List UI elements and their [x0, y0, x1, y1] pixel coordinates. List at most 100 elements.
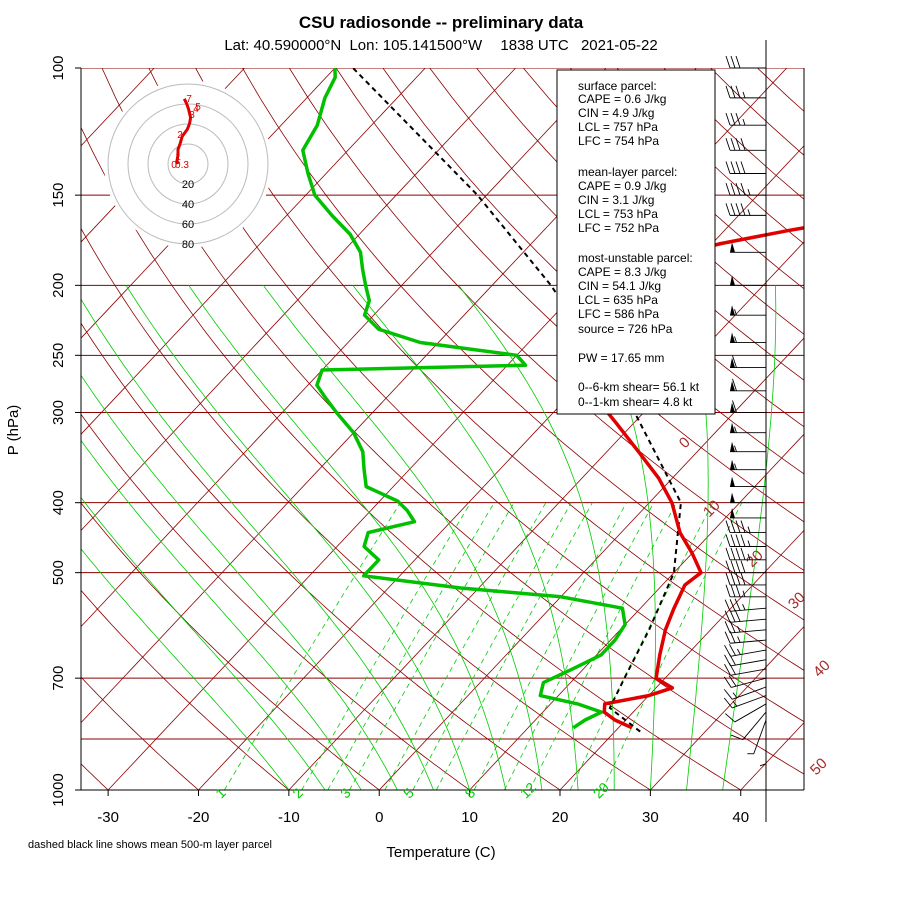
hodograph-ring — [107, 83, 269, 245]
wind-barb — [725, 203, 766, 216]
x-axis-label: Temperature (C) — [386, 844, 495, 861]
wind-barb-half-feather — [742, 590, 746, 597]
wind-barb-half-feather — [734, 309, 737, 316]
wind-barb-feather — [725, 584, 731, 597]
dry-adiabat — [710, 68, 804, 156]
wind-barb-pennant — [730, 459, 735, 470]
wind-barb — [724, 598, 767, 612]
wind-barb-feather — [729, 620, 736, 633]
wind-barb-pennant — [730, 422, 735, 433]
wind-barb-feather — [735, 85, 741, 99]
wind-barb — [725, 534, 766, 547]
mu-lcl: LCL = 635 hPa — [578, 293, 658, 307]
wind-barb-feather — [725, 182, 731, 196]
mixing-ratio-line — [384, 502, 547, 790]
pressure-tick-label: 700 — [50, 666, 67, 691]
dry-adiabat — [81, 322, 561, 790]
moist-adiabat — [262, 285, 543, 790]
wind-barb-pennant — [730, 357, 735, 368]
parcel-note: dashed black line shows mean 500-m layer… — [28, 839, 272, 851]
isotherm--60 — [81, 68, 516, 531]
pressure-tick-label: 300 — [50, 400, 67, 425]
pressure-tick-label: 250 — [50, 343, 67, 368]
hodograph-point-label: 2 — [177, 130, 183, 141]
wind-barb-feather — [735, 520, 741, 533]
mu-lfc: LFC = 586 hPa — [578, 307, 659, 321]
wind-barb-pennant — [730, 476, 735, 487]
wind-barb — [724, 644, 767, 657]
wind-barb-feather — [725, 572, 731, 586]
wind-barb-half-feather — [747, 540, 751, 547]
wind-barb-half-feather — [734, 426, 737, 433]
wind-barb — [724, 620, 767, 634]
wind-barb-staff — [742, 711, 767, 740]
hodograph-point-label: 4 — [193, 104, 199, 115]
pressure-axis-ticks: 100 150 200 250 300 400 500 700 1000 — [50, 55, 81, 807]
mixing-ratio-line — [327, 502, 495, 790]
wind-barb-feather — [730, 572, 736, 586]
wind-barb — [730, 476, 766, 488]
wind-barb-feather — [735, 203, 741, 216]
pressure-tick-label: 1000 — [50, 773, 67, 806]
wind-barb-feather — [740, 572, 746, 586]
wind-barb-feather — [740, 520, 746, 533]
wind-barb-feather — [732, 378, 737, 391]
wind-barb-half-feather — [747, 209, 751, 216]
mixed-cin: CIN = 3.1 J/kg — [578, 193, 654, 207]
stats-box: surface parcel: CAPE = 0.6 J/kg CIN = 4.… — [556, 69, 716, 415]
dry-adiabat — [81, 589, 290, 790]
dry-adiabat — [195, 68, 804, 671]
hodograph-point-label: 3 — [189, 110, 195, 121]
wind-barb-half-feather — [759, 763, 767, 767]
wind-barb-half-feather — [734, 336, 737, 343]
isotherm--10 — [288, 241, 804, 790]
wind-barb — [725, 572, 766, 586]
wind-barb-feather — [725, 547, 731, 560]
wind-barb-feather — [725, 534, 731, 547]
wind-barb — [723, 675, 767, 688]
moist-adiabat — [81, 374, 398, 790]
wind-barb — [725, 520, 766, 534]
wind-barb-feather — [729, 610, 736, 623]
isotherm-label: 50 — [807, 755, 831, 779]
wind-barb-feather — [730, 560, 736, 573]
wind-barb-staff — [731, 677, 767, 688]
wind-barb — [730, 507, 766, 519]
wind-barb-feather — [740, 534, 746, 547]
subtitle-date: 2021-05-22 — [581, 37, 658, 54]
mixing-ratio-line — [224, 502, 401, 790]
dry-adiabat — [803, 68, 804, 69]
moist-adiabat — [81, 439, 362, 790]
temperature-tick-label: 20 — [552, 809, 569, 826]
wind-barb-feather — [725, 560, 731, 573]
mixing-ratio-label: 12 — [517, 779, 539, 801]
wind-barb-feather — [730, 203, 736, 216]
temperature-axis-ticks: -30 -20 -10 0 10 20 30 40 — [97, 790, 749, 826]
wind-barb-feather — [725, 55, 731, 69]
wind-barb-pennant — [730, 275, 735, 286]
dry-adiabat — [81, 413, 470, 790]
wind-barb-feather — [740, 203, 746, 216]
parcel-profile-line — [352, 68, 682, 733]
wind-barb-feather — [735, 55, 741, 69]
dry-adiabat — [81, 676, 199, 790]
dry-adiabat — [757, 68, 804, 112]
wind-barb-feather — [724, 654, 731, 667]
mixed-cape: CAPE = 0.9 J/kg — [578, 179, 666, 193]
hodograph-background — [104, 80, 272, 248]
wind-barb — [730, 242, 766, 253]
temperature-tick-label: 40 — [732, 809, 749, 826]
chart-subtitle: Lat: 40.590000°N Lon: 105.141500°W 1838 … — [224, 37, 657, 54]
wind-barb-feather — [735, 584, 741, 597]
wind-barb-staff — [730, 629, 767, 634]
moist-adiabat — [458, 285, 615, 790]
hodograph-ring-label: 80 — [182, 239, 194, 251]
wind-barb — [725, 138, 766, 151]
isotherm-40 — [740, 722, 804, 790]
wind-barb-feather — [732, 355, 737, 368]
moist-adiabats — [81, 285, 777, 790]
isotherm-20 — [559, 529, 804, 790]
mixing-ratio-line — [473, 502, 627, 790]
